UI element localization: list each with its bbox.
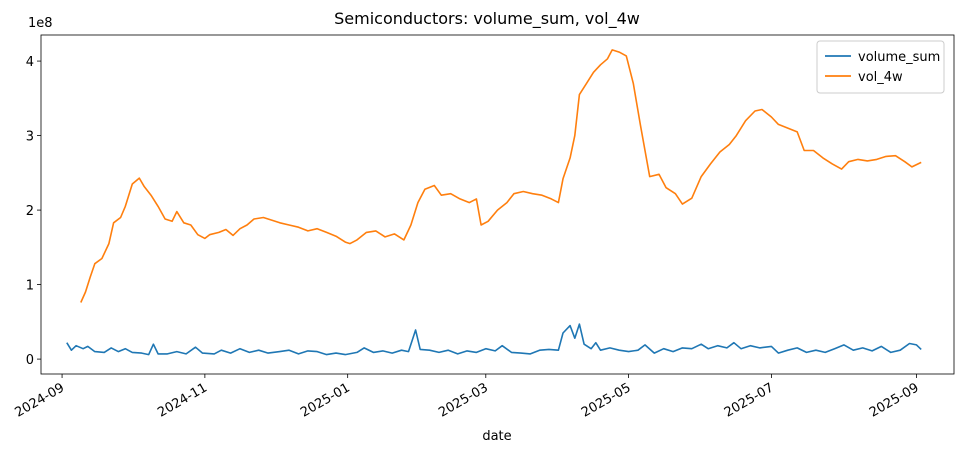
y-tick-label: 2 — [26, 204, 34, 219]
legend: volume_sum vol_4w — [816, 40, 945, 94]
x-axis-label: date — [482, 429, 511, 444]
y-tick-label: 1 — [26, 279, 34, 294]
legend-label: vol_4w — [858, 70, 903, 85]
legend-label: volume_sum — [858, 50, 940, 65]
y-axis-multiplier: 1e8 — [28, 16, 53, 31]
y-tick-label: 3 — [26, 130, 34, 145]
series-line-volume-sum — [66, 323, 922, 356]
y-tick-label: 4 — [26, 55, 34, 70]
series-layer — [66, 49, 922, 356]
plot-frame — [40, 34, 955, 375]
series-line-vol-4w — [80, 49, 922, 303]
y-axis: 0 1 2 3 4 — [26, 55, 41, 368]
legend-box — [816, 40, 945, 94]
y-tick-label: 0 — [26, 353, 34, 368]
chart-title: Semiconductors: volume_sum, vol_4w — [334, 9, 640, 29]
